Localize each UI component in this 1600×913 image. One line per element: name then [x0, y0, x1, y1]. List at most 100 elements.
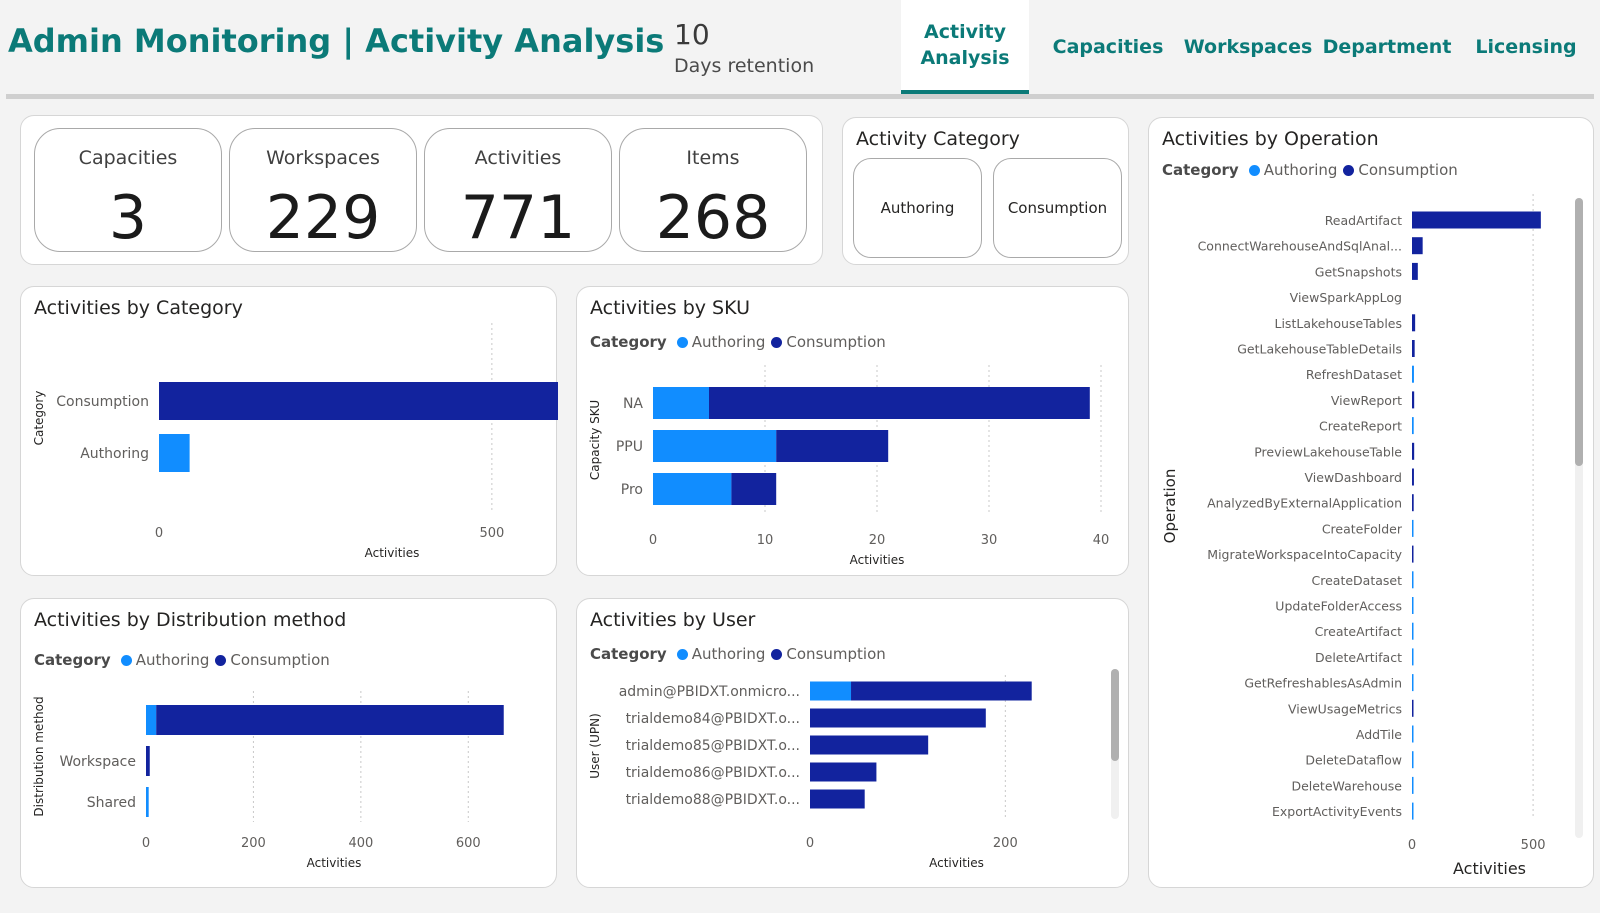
legend-item-authoring[interactable]: Authoring: [675, 645, 765, 663]
category-label: PPU: [616, 439, 643, 455]
category-label: DeleteWarehouse: [1291, 778, 1402, 793]
bar-authoring[interactable]: [1412, 648, 1414, 666]
bar-authoring[interactable]: [1412, 519, 1414, 537]
category-label: trialdemo88@PBIDXT.o...: [626, 792, 800, 808]
legend-dot: [676, 648, 688, 660]
scrollbar-thumb[interactable]: [1111, 669, 1119, 761]
legend-item-consumption[interactable]: Consumption: [769, 645, 886, 663]
bar-consumption[interactable]: [1412, 699, 1414, 717]
bar-consumption[interactable]: [776, 430, 889, 462]
chart-canvas: 0 10 20 30 40 Activities Capacity SKU NA PPU Pro: [588, 365, 1110, 567]
category-label: trialdemo84@PBIDXT.o...: [626, 711, 800, 727]
category-label: ReadArtifact: [1325, 213, 1402, 228]
bar-authoring[interactable]: [1412, 674, 1414, 692]
bar-consumption[interactable]: [851, 681, 1032, 701]
slicer-option-authoring[interactable]: Authoring: [853, 158, 982, 258]
category-label: Authoring: [80, 446, 149, 462]
bar-authoring[interactable]: [1412, 417, 1414, 435]
chart-activities-by-operation: Activities by Operation Category Authori…: [1148, 117, 1594, 888]
bar-authoring[interactable]: [1412, 725, 1414, 743]
kpi-label: Items: [686, 147, 740, 169]
retention-value: 10: [674, 18, 710, 51]
bar-authoring[interactable]: [1412, 802, 1414, 820]
bar-authoring[interactable]: [1412, 365, 1414, 383]
category-label: DeleteArtifact: [1315, 650, 1402, 665]
bar-consumption[interactable]: [1412, 468, 1414, 486]
legend-item-authoring[interactable]: Authoring: [1247, 161, 1338, 179]
chart-canvas: 0 500 Activities Category Consumption Authori…: [32, 323, 558, 560]
chart-canvas: 0 500 Activities Operation ReadArtifact Conne…: [1161, 194, 1583, 878]
header-divider: [6, 94, 1594, 99]
category-label: Pro: [621, 482, 643, 498]
bar-consumption[interactable]: [1412, 340, 1415, 357]
bar-authoring[interactable]: [1412, 571, 1414, 589]
bar-authoring[interactable]: [1412, 751, 1414, 769]
slicer-title: Activity Category: [856, 128, 1020, 150]
y-axis-label: User (UPN): [588, 713, 602, 779]
bar-consumption[interactable]: [810, 735, 929, 755]
bar-consumption[interactable]: [709, 387, 1090, 419]
tab-licensing[interactable]: Licensing: [1474, 0, 1578, 94]
bar-consumption[interactable]: [1412, 391, 1415, 409]
bar-activities[interactable]: [159, 434, 190, 472]
tab-label: Capacities: [1052, 36, 1164, 58]
bar-consumption[interactable]: [810, 789, 865, 809]
bar-consumption[interactable]: [156, 705, 504, 735]
chart-title: Activities by Distribution method: [34, 609, 347, 631]
chart-activities-by-distribution: Activities by Distribution method Catego…: [20, 598, 557, 888]
legend-item-consumption[interactable]: Consumption: [769, 333, 886, 351]
bar-authoring[interactable]: [146, 787, 149, 817]
category-label: trialdemo85@PBIDXT.o...: [626, 738, 800, 754]
bar-authoring[interactable]: [653, 387, 709, 419]
bar-consumption[interactable]: [1412, 262, 1418, 280]
bar-authoring[interactable]: [1412, 597, 1414, 614]
scrollbar-thumb[interactable]: [1575, 198, 1583, 466]
bar-consumption[interactable]: [1412, 211, 1541, 229]
bar-consumption[interactable]: [1412, 237, 1423, 255]
bar-consumption[interactable]: [1412, 314, 1416, 332]
kpi-label: Capacities: [78, 147, 178, 169]
legend-item-authoring[interactable]: Authoring: [675, 333, 765, 351]
legend-item-authoring[interactable]: Authoring: [119, 651, 209, 669]
bar-consumption[interactable]: [1412, 494, 1414, 512]
bar-authoring[interactable]: [146, 705, 157, 735]
x-tick-label: 500: [1521, 838, 1546, 853]
x-tick-label: 0: [155, 526, 163, 541]
bar-authoring[interactable]: [1412, 622, 1414, 640]
category-label: DeleteDataflow: [1305, 753, 1402, 768]
legend-item-consumption[interactable]: Consumption: [1341, 161, 1458, 179]
tab-activity-analysis[interactable]: Activity Analysis: [901, 0, 1029, 94]
bar-consumption[interactable]: [1412, 442, 1415, 460]
bar-consumption[interactable]: [1412, 545, 1414, 563]
bar-consumption[interactable]: [810, 708, 986, 728]
legend-dot: [120, 654, 132, 666]
legend-title: Category: [34, 651, 111, 669]
legend-dot: [771, 336, 783, 348]
slicer-option-consumption[interactable]: Consumption: [993, 158, 1122, 258]
bar-authoring[interactable]: [810, 681, 852, 701]
bar-authoring[interactable]: [1412, 776, 1414, 794]
category-label: admin@PBIDXT.onmicro...: [619, 684, 800, 700]
tab-department[interactable]: Department: [1323, 0, 1452, 94]
chart-activities-by-category: Activities by Category 0 500 Activities Cat…: [20, 286, 558, 576]
category-label: GetSnapshots: [1315, 264, 1402, 279]
y-axis-label: Operation: [1161, 469, 1179, 544]
bar-authoring[interactable]: [653, 473, 732, 505]
tab-workspaces[interactable]: Workspaces: [1184, 0, 1313, 94]
bar-authoring[interactable]: [653, 430, 777, 462]
legend-title: Category: [590, 645, 667, 663]
bar-consumption[interactable]: [731, 473, 777, 505]
legend-item-consumption[interactable]: Consumption: [213, 651, 330, 669]
retention-label: Days retention: [674, 55, 815, 77]
x-tick-label: 500: [479, 526, 504, 541]
y-axis-label: Distribution method: [32, 696, 46, 816]
category-label: CreateArtifact: [1315, 624, 1403, 639]
tab-capacities[interactable]: Capacities: [1052, 0, 1164, 94]
x-tick-label: 200: [241, 836, 266, 851]
bar-consumption[interactable]: [810, 762, 877, 782]
category-label: ViewDashboard: [1305, 470, 1402, 485]
bar-activities[interactable]: [159, 382, 558, 420]
x-tick-label: 40: [1093, 533, 1110, 548]
legend-label: Authoring: [1263, 161, 1338, 179]
bar-consumption[interactable]: [146, 746, 150, 776]
